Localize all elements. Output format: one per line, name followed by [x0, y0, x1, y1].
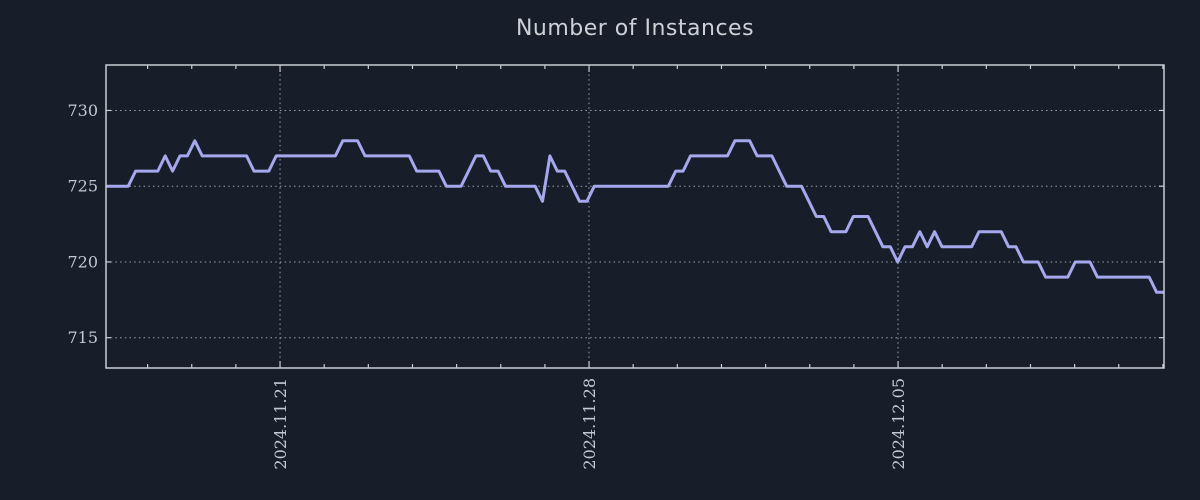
- x-tick-label: 2024.11.28: [580, 378, 599, 470]
- y-tick-label: 715: [67, 328, 98, 347]
- y-gridlines: 715 720 725 730: [67, 101, 1164, 347]
- plot-frame: [105, 64, 1165, 369]
- x-tick-label: 2024.12.05: [889, 378, 908, 470]
- x-tick-label: 2024.11.21: [271, 378, 290, 470]
- y-tick-label: 720: [67, 252, 98, 271]
- y-tick-label: 730: [67, 101, 98, 120]
- chart-title: Number of Instances: [515, 16, 755, 41]
- minor-ticks: [106, 65, 1164, 368]
- series-line: [106, 139, 1164, 294]
- x-gridlines: 2024.11.21 2024.11.28 2024.12.05: [271, 65, 908, 470]
- y-tick-label: 725: [67, 177, 98, 196]
